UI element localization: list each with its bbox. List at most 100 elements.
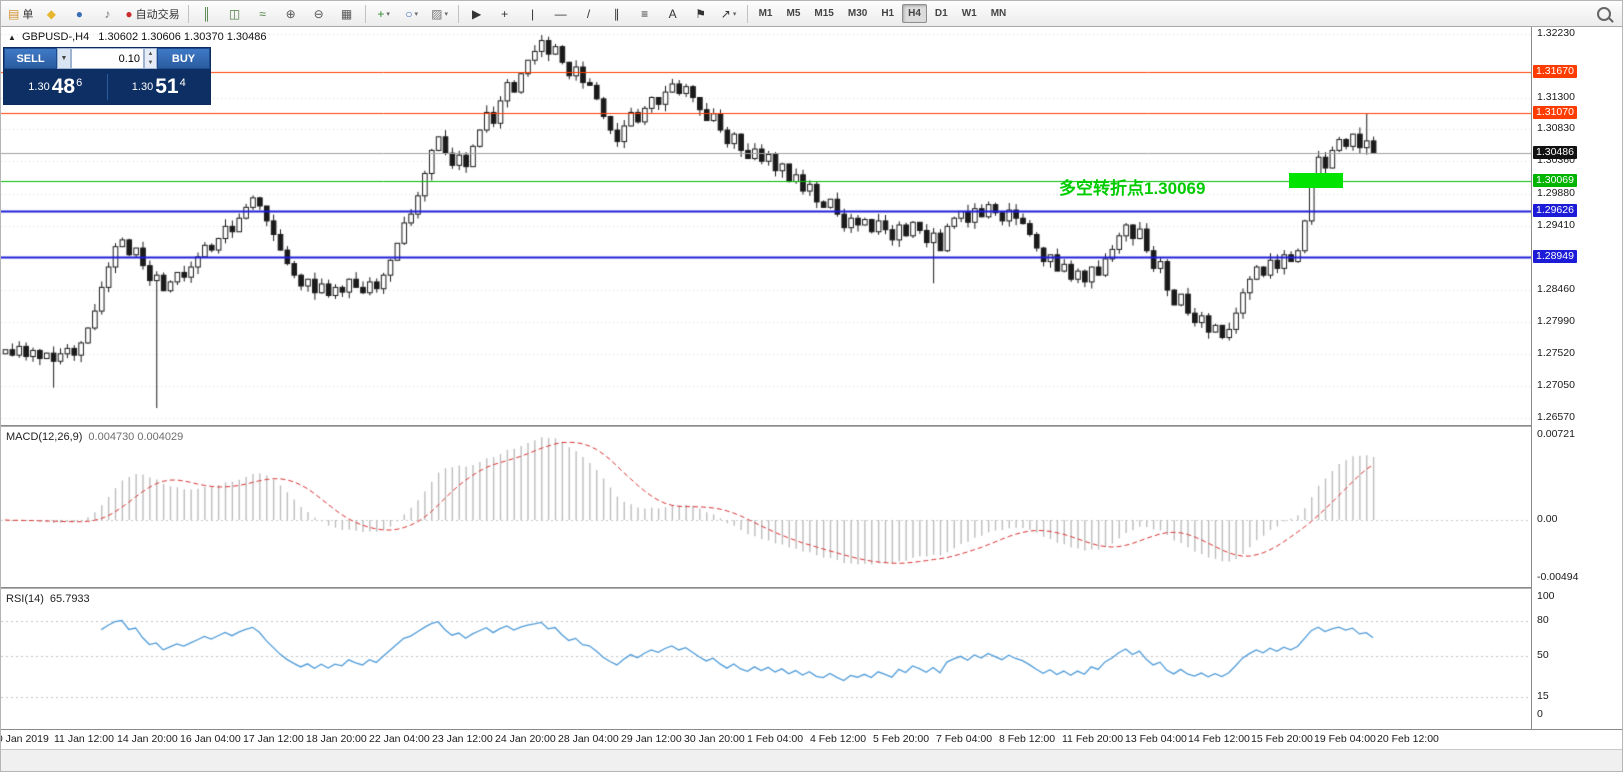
trendline-button[interactable]: /: [576, 3, 602, 25]
timeframe-m1[interactable]: M1: [758, 8, 773, 19]
rsi-panel-splitter[interactable]: [1, 587, 1622, 589]
highlight-rectangle[interactable]: [1289, 173, 1343, 188]
chart-marker-icon: ▲: [8, 33, 16, 42]
time-axis-label: 13 Feb 04:00: [1125, 733, 1187, 745]
sell-price-pip: 6: [76, 76, 83, 89]
volume-input[interactable]: [71, 48, 144, 69]
time-axis-label: 1 Feb 04:00: [747, 733, 804, 745]
periods-button[interactable]: ○ ▾: [399, 3, 425, 25]
tile-windows-icon: ▦: [340, 6, 353, 21]
macd-axis-label: 0.00: [1537, 513, 1558, 525]
price-axis-label: 1.29880: [1537, 186, 1575, 199]
new-order-button[interactable]: ▤ 单: [5, 3, 36, 25]
ohlc-values: 1.30602 1.30606 1.30370 1.30486: [98, 31, 267, 43]
tile-windows-button[interactable]: ▦: [334, 3, 360, 25]
rsi-indicator-label: RSI(14) 65.7933: [6, 593, 90, 605]
profile-button[interactable]: ●: [66, 3, 92, 25]
bid-price-tag: 1.30486: [1533, 145, 1577, 159]
rsi-value: 65.7933: [49, 593, 90, 605]
crosshair-button[interactable]: +: [492, 3, 518, 25]
timeframe-mn[interactable]: MN: [990, 8, 1007, 19]
horizontal-line-icon: —: [554, 6, 567, 21]
volume-stepper[interactable]: ▲ ▼: [144, 48, 157, 69]
timeframe-h4[interactable]: H4: [902, 4, 927, 23]
templates-button[interactable]: ▨ ▾: [427, 3, 453, 25]
rsi-panel-canvas[interactable]: [1, 589, 1531, 729]
zoom-in-button[interactable]: ⊕: [278, 3, 304, 25]
rsi-axis-label: 0: [1537, 708, 1543, 720]
line-chart-button[interactable]: ≈: [250, 3, 276, 25]
bar-chart-button[interactable]: ║: [194, 3, 220, 25]
time-axis-label: 18 Jan 20:00: [306, 733, 367, 745]
cursor-button[interactable]: ▶: [464, 3, 490, 25]
chart-windows-button[interactable]: ◆: [38, 3, 64, 25]
pivot-annotation-text[interactable]: 多空转折点1.30069: [1059, 179, 1206, 198]
candlestick-button[interactable]: ◫: [222, 3, 248, 25]
timeframe-h1[interactable]: H1: [881, 8, 895, 19]
time-axis-label: 11 Feb 20:00: [1062, 733, 1124, 745]
search-button[interactable]: [1594, 3, 1620, 25]
search-icon: [1597, 6, 1611, 21]
vertical-line-icon: |: [531, 6, 535, 21]
autotrading-icon: ●: [125, 6, 133, 21]
rsi-axis-label: 50: [1537, 649, 1549, 661]
indicators-button[interactable]: + ▾: [371, 3, 397, 25]
timeframe-d1[interactable]: D1: [934, 8, 948, 19]
macd-indicator-label: MACD(12,26,9) 0.004730 0.004029: [6, 431, 183, 443]
hline-price-tag: 1.28949: [1533, 249, 1577, 263]
sound-alert-button[interactable]: ♪: [94, 3, 120, 25]
buy-button[interactable]: BUY: [157, 48, 210, 69]
sell-price-display[interactable]: 1.30 48 6: [4, 76, 107, 97]
sell-button[interactable]: SELL: [4, 48, 57, 69]
channel-button[interactable]: ∥: [604, 3, 630, 25]
profile-icon: ●: [75, 6, 83, 21]
buy-price-display[interactable]: 1.30 51 4: [108, 76, 211, 97]
buy-price-pip: 4: [179, 76, 186, 89]
channel-icon: ∥: [613, 6, 620, 21]
time-axis-label: 14 Feb 12:00: [1188, 733, 1250, 745]
time-axis-label: 22 Jan 04:00: [369, 733, 430, 745]
volume-up-icon[interactable]: ▲: [147, 50, 154, 57]
main-chart-canvas[interactable]: [1, 27, 1531, 425]
vertical-line-button[interactable]: |: [520, 3, 546, 25]
arrow-objects-button[interactable]: ↗ ▾: [716, 3, 742, 25]
timeframe-m5[interactable]: M5: [786, 8, 801, 19]
fibonacci-button[interactable]: ≡: [632, 3, 658, 25]
clock-icon: ○: [405, 6, 413, 21]
label-button[interactable]: ⚑: [688, 3, 714, 25]
price-axis[interactable]: 1.32230 1.31300 1.30830 1.30360 1.29880 1.294…: [1531, 27, 1622, 729]
volume-dropdown-button[interactable]: ▼: [57, 48, 71, 69]
chevron-down-icon: ▾: [414, 10, 418, 18]
macd-panel-splitter[interactable]: [1, 425, 1622, 427]
text-button[interactable]: A: [660, 3, 686, 25]
horizontal-line-button[interactable]: —: [548, 3, 574, 25]
indicator-plus-icon: +: [377, 6, 385, 21]
trendline-icon: /: [586, 6, 591, 21]
macd-panel-canvas[interactable]: [1, 427, 1531, 587]
macd-axis-label: -0.00494: [1537, 571, 1579, 584]
price-axis-label: 1.31300: [1537, 90, 1575, 103]
timeframe-w1[interactable]: W1: [961, 8, 977, 19]
status-strip: [1, 749, 1622, 771]
fibonacci-icon: ≡: [641, 6, 649, 21]
price-axis-label: 1.27520: [1537, 346, 1575, 359]
time-axis-label: 10 Jan 2019: [1, 733, 49, 745]
hline-price-tag: 1.29626: [1533, 204, 1577, 218]
volume-down-icon[interactable]: ▼: [147, 60, 154, 67]
timeframe-m30[interactable]: M30: [847, 8, 868, 19]
time-axis-label: 8 Feb 12:00: [999, 733, 1056, 745]
price-axis-label: 1.26570: [1537, 411, 1575, 424]
chart-window-icon: ◆: [46, 6, 56, 21]
macd-axis-label: 0.00721: [1537, 427, 1575, 440]
autotrading-button[interactable]: ● 自动交易: [122, 3, 182, 25]
zoom-out-button[interactable]: ⊖: [306, 3, 332, 25]
toolbar: ▤ 单 ◆ ● ♪ ● 自动交易 ║ ◫ ≈ ⊕ ⊖ ▦ + ▾ ○ ▾ ▨ ▾ ▶ + | — / ∥ ≡ A ⚑ ↗ ▾ M1 M5 M15…: [1, 1, 1622, 27]
price-axis-label: 1.30830: [1537, 122, 1575, 135]
sell-price-big: 48: [51, 75, 76, 98]
hline-price-tag: 1.30069: [1533, 173, 1577, 187]
symbol-period-label: GBPUSD-,H4: [21, 31, 90, 43]
speaker-icon: ♪: [104, 6, 111, 21]
timeframe-m15[interactable]: M15: [814, 8, 834, 19]
time-axis-label: 15 Feb 20:00: [1251, 733, 1313, 745]
